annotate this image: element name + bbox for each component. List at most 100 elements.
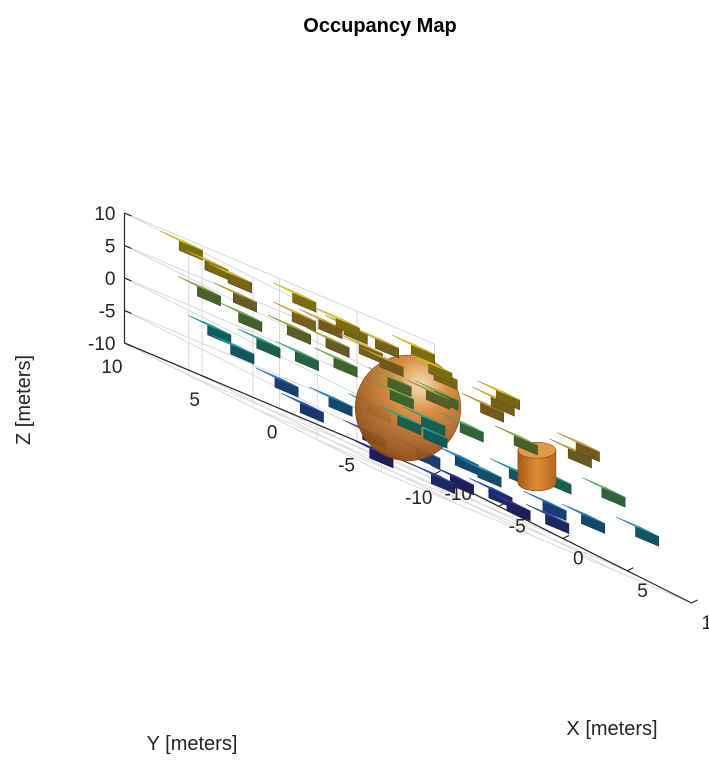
y-tick-label: -10	[405, 488, 432, 509]
grid-lines	[124, 212, 692, 604]
voxel-face	[328, 396, 353, 417]
voxel-face	[581, 513, 606, 534]
voxel-face	[227, 272, 252, 293]
voxel-face	[476, 380, 520, 401]
voxel-face	[459, 421, 484, 443]
voxel-face	[208, 262, 252, 283]
occupied-voxel	[237, 328, 281, 359]
voxel-face	[616, 516, 659, 537]
z-tick-mark	[124, 212, 132, 217]
voxel-face	[299, 309, 343, 330]
occupied-voxel	[526, 504, 570, 535]
voxel-face	[561, 503, 605, 524]
occupied-voxel	[306, 327, 350, 358]
occupied-voxel	[208, 262, 252, 293]
occupied-voxel	[316, 308, 360, 339]
y-tick-label: 0	[267, 423, 278, 444]
voxel-face	[355, 328, 399, 349]
x-tick-label: 0	[573, 549, 584, 570]
wall-grid-line	[124, 212, 435, 345]
occupied-voxel	[391, 334, 435, 365]
voxel-face	[292, 292, 317, 313]
x-tick-mark	[562, 534, 570, 540]
occupied-voxel	[280, 392, 324, 423]
floor-grid-line	[317, 439, 628, 572]
voxel-face	[601, 486, 626, 508]
z-tick-label: 10	[94, 204, 115, 225]
occupied-voxel	[616, 516, 660, 547]
y-axis-label: Y [meters]	[147, 733, 238, 755]
voxel-face	[197, 285, 221, 307]
z-tick-label: -10	[88, 334, 115, 355]
voxel-face	[469, 478, 513, 499]
voxel-face	[409, 353, 453, 374]
occupied-voxel	[523, 490, 567, 521]
voxel-face	[523, 490, 567, 511]
voxel-face	[294, 350, 319, 372]
z-axis-label: Z [meters]	[13, 355, 35, 445]
voxel-face	[494, 425, 538, 446]
voxel-face	[267, 314, 311, 335]
y-tick-mark	[201, 375, 210, 380]
voxel-face	[526, 504, 569, 525]
voxel-face	[230, 343, 255, 365]
z-tick-mark	[124, 244, 132, 250]
x-tick-mark	[626, 567, 634, 572]
occupied-voxel	[255, 367, 299, 398]
voxel-face	[582, 477, 626, 498]
z-tick-label: 0	[105, 269, 116, 290]
voxel-face	[461, 392, 504, 413]
voxel-face	[275, 341, 319, 362]
occupied-voxel	[582, 477, 626, 508]
voxel-face	[256, 337, 281, 359]
y-tick-label: 5	[189, 390, 200, 411]
occupied-voxel	[267, 314, 311, 345]
occupied-voxel	[355, 328, 400, 359]
voxel-face	[273, 282, 317, 303]
occupied-voxel	[213, 282, 257, 313]
voxel-face	[316, 308, 360, 329]
voxel-face	[370, 379, 414, 400]
occupied-voxel	[299, 309, 343, 340]
z-tick-mark	[124, 277, 132, 282]
z-tick-label: -5	[99, 302, 116, 323]
voxel-face	[440, 412, 484, 433]
occupied-voxel	[461, 392, 505, 423]
y-tick-label: -5	[338, 455, 355, 476]
z-tick-label: 5	[105, 237, 116, 258]
occupied-voxel	[430, 465, 474, 496]
voxel-face	[274, 377, 299, 398]
occupied-voxel	[440, 412, 484, 443]
cylinder-side	[517, 450, 557, 492]
occupied-voxel	[275, 341, 319, 372]
voxel-face	[430, 465, 474, 486]
x-tick-mark	[434, 470, 441, 475]
occupied-voxel	[177, 276, 221, 307]
wall-grid-line	[124, 277, 382, 408]
voxel-face	[368, 366, 412, 387]
occupied-voxel	[188, 315, 232, 346]
voxel-face	[280, 392, 324, 413]
voxel-face	[306, 327, 350, 348]
wall-grid-line	[124, 245, 435, 377]
occupied-voxel	[378, 405, 422, 436]
voxel-face	[188, 315, 231, 336]
voxel-face	[360, 347, 404, 368]
occupied-voxel	[561, 503, 606, 534]
floor-grid-line	[279, 408, 537, 538]
voxel-face	[159, 230, 203, 251]
floor-grid-line	[381, 471, 692, 604]
voxel-face	[219, 302, 262, 323]
voxel-face	[339, 333, 383, 354]
occupied-voxel	[314, 347, 358, 378]
x-axis-label: X [meters]	[566, 718, 657, 740]
x-tick-label: -10	[445, 484, 472, 505]
voxel-face	[299, 402, 324, 423]
occupied-voxel	[494, 425, 538, 456]
voxel-face	[255, 367, 299, 388]
voxel-face	[402, 406, 445, 427]
voxel-face	[309, 386, 353, 407]
z-tick-mark	[124, 342, 132, 347]
voxel-face	[237, 328, 281, 349]
voxel-face	[556, 432, 600, 453]
